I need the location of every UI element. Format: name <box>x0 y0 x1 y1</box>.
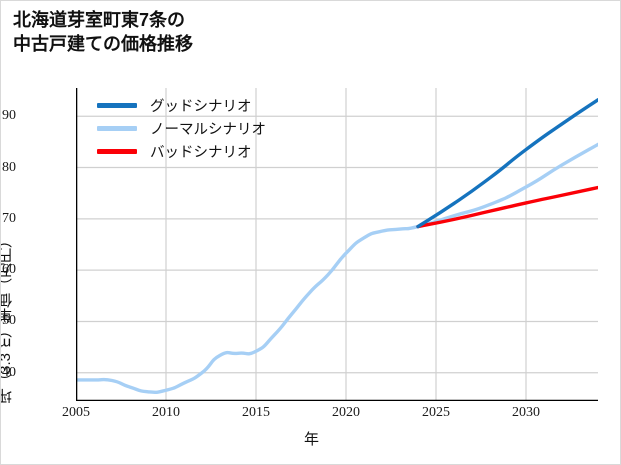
y-axis-tick-label: 80 <box>2 159 16 175</box>
y-axis-tick-label: 90 <box>2 108 16 124</box>
legend-color-swatch-good <box>97 103 137 108</box>
x-axis-label: 年 <box>303 431 319 448</box>
chart-legend: グッドシナリオ ノーマルシナリオ バッドシナリオ <box>97 94 266 163</box>
y-axis-label: 坪（3.3㎡）単価（万円） <box>0 232 16 404</box>
x-axis-tick-label: 2010 <box>152 405 180 420</box>
y-axis-label-text: 坪（3.3㎡）単価（万円） <box>0 232 14 404</box>
x-axis-tick-label: 2015 <box>242 405 270 420</box>
legend-item[interactable]: ノーマルシナリオ <box>97 117 266 140</box>
y-axis-tick-label: 70 <box>2 210 16 226</box>
legend-item[interactable]: グッドシナリオ <box>97 94 266 117</box>
chart-svg <box>76 88 598 401</box>
legend-item-label: グッドシナリオ <box>150 99 252 115</box>
x-axis-tick-label: 2005 <box>62 405 90 420</box>
x-axis-tick-label: 2025 <box>422 405 450 420</box>
y-axis-tick-label: 50 <box>2 313 16 329</box>
y-axis-tick-label: 60 <box>2 262 16 278</box>
series-line <box>416 98 598 229</box>
series-line <box>416 185 598 229</box>
legend-item[interactable]: バッドシナリオ <box>97 140 266 163</box>
legend-color-swatch-normal <box>97 126 137 131</box>
page-title: 北海道芽室町東7条の 中古戸建ての価格推移 <box>13 10 193 54</box>
x-axis-tick-label: 2020 <box>332 405 360 420</box>
legend-item-label: ノーマルシナリオ <box>150 122 266 138</box>
plot-area <box>76 88 598 401</box>
y-axis-tick-label: 40 <box>2 364 16 380</box>
legend-item-label: バッドシナリオ <box>150 145 252 161</box>
legend-color-swatch-bad <box>97 149 137 154</box>
series-line <box>76 142 598 394</box>
x-axis-tick-label: 2030 <box>512 405 540 420</box>
